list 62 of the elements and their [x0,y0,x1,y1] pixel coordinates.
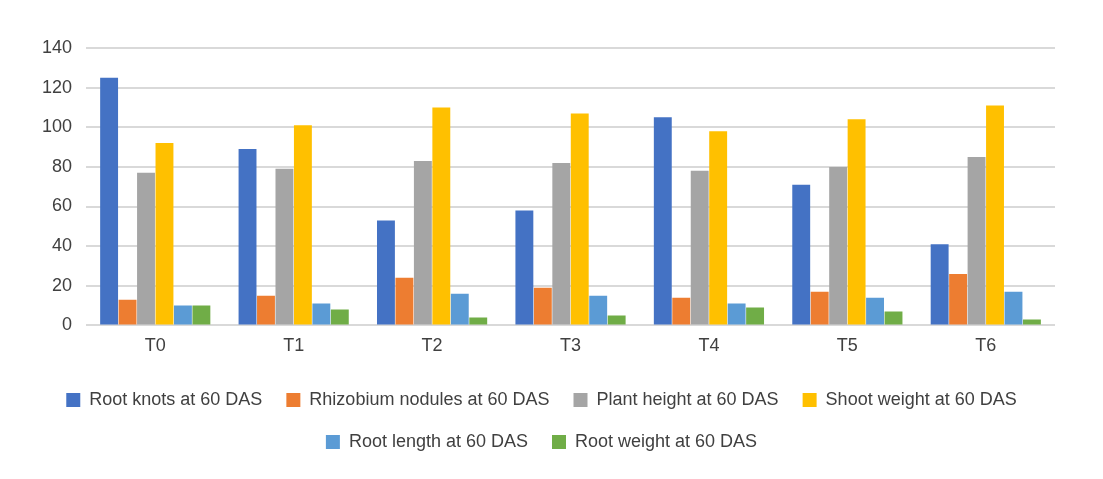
bar [746,307,765,325]
legend-label: Root weight at 60 DAS [575,430,758,451]
y-tick-label: 60 [52,195,73,216]
bar [672,297,691,325]
bar [118,299,137,325]
bar [589,295,608,325]
y-tick-label: 100 [41,116,73,137]
bar [709,131,728,325]
bar [690,170,709,325]
bar [330,309,349,325]
bar [395,277,414,325]
bar [607,315,626,325]
bar [727,303,746,325]
bar [275,168,294,325]
bar [792,184,811,325]
x-tick-label: T5 [836,335,858,356]
bar [413,160,432,325]
legend-label: Root length at 60 DAS [348,430,529,451]
y-tick-label: 20 [52,274,73,295]
bar [949,273,968,325]
legend-label: Root knots at 60 DAS [89,388,263,409]
bar [847,119,866,325]
bar [570,113,589,325]
bar [257,295,275,325]
bar [450,293,469,325]
legend-label: Plant height at 60 DAS [596,388,779,409]
bar [1004,291,1023,325]
bar [533,287,552,325]
bar [312,303,331,325]
bar [293,125,312,325]
y-tick-label: 80 [52,155,73,176]
bar [967,156,986,325]
bar [653,117,672,325]
y-tick-label: 0 [62,314,73,335]
bar [866,297,884,325]
bar [173,305,192,325]
bar [810,291,829,325]
legend-label: Shoot weight at 60 DAS [825,388,1017,409]
y-tick-label: 40 [52,235,73,256]
bar [137,172,155,325]
bar [552,162,571,325]
bar [192,305,211,325]
x-tick-label: T6 [975,335,997,356]
bar [432,107,451,325]
bar [377,220,395,325]
bar [1022,319,1041,325]
bar [100,77,119,325]
bar [829,166,848,325]
bar [515,210,534,325]
x-tick-label: T4 [698,335,720,356]
bar [238,149,257,325]
x-tick-label: T3 [560,335,582,356]
bar [986,105,1004,325]
x-tick-label: T2 [421,335,443,356]
y-tick-label: 120 [41,76,73,97]
y-tick-label: 140 [41,36,73,57]
bar [469,317,488,325]
bar [155,143,174,325]
x-tick-label: T0 [144,335,166,356]
legend-label: Rhizobium nodules at 60 DAS [309,388,550,409]
x-tick-label: T1 [283,335,305,356]
bar [930,244,949,325]
